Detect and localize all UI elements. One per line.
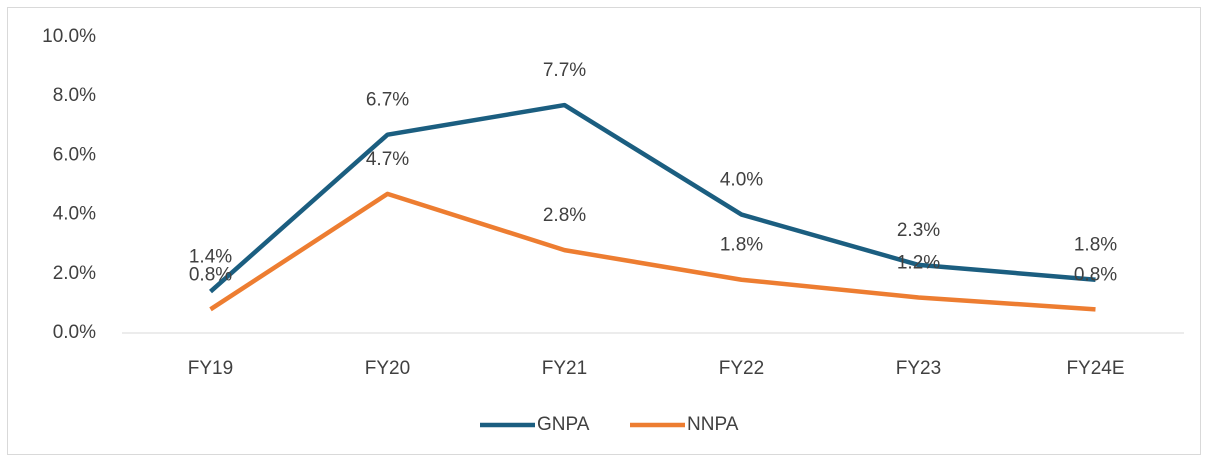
data-label: 4.0% (720, 170, 763, 191)
y-tick-label: 4.0% (53, 204, 96, 225)
data-label: 1.8% (720, 235, 763, 256)
data-label: 2.8% (543, 205, 586, 226)
x-tick-label: FY23 (896, 358, 941, 379)
data-label: 7.7% (543, 60, 586, 81)
y-tick-label: 8.0% (53, 85, 96, 106)
y-tick-label: 2.0% (53, 263, 96, 284)
data-label: 2.3% (897, 220, 940, 241)
x-tick-label: FY22 (719, 358, 764, 379)
data-label: 0.8% (1074, 264, 1117, 285)
chart-border (7, 7, 1201, 455)
data-label: 1.2% (897, 252, 940, 273)
line-series (209, 102, 1096, 294)
x-tick-label: FY19 (188, 358, 233, 379)
y-tick-label: 0.0% (53, 322, 96, 343)
data-label: 1.8% (1074, 235, 1117, 256)
legend-label: GNPA (537, 414, 590, 435)
x-tick-label: FY20 (365, 358, 410, 379)
data-label: 6.7% (366, 90, 409, 111)
legend-label: NNPA (687, 414, 739, 435)
data-label: 4.7% (366, 149, 409, 170)
line-series (209, 191, 1096, 312)
x-tick-label: FY24E (1066, 358, 1124, 379)
x-tick-label: FY21 (542, 358, 587, 379)
y-tick-label: 6.0% (53, 144, 96, 165)
y-tick-label: 10.0% (42, 26, 96, 47)
data-label: 1.4% (189, 247, 232, 268)
data-label: 0.8% (189, 264, 232, 285)
